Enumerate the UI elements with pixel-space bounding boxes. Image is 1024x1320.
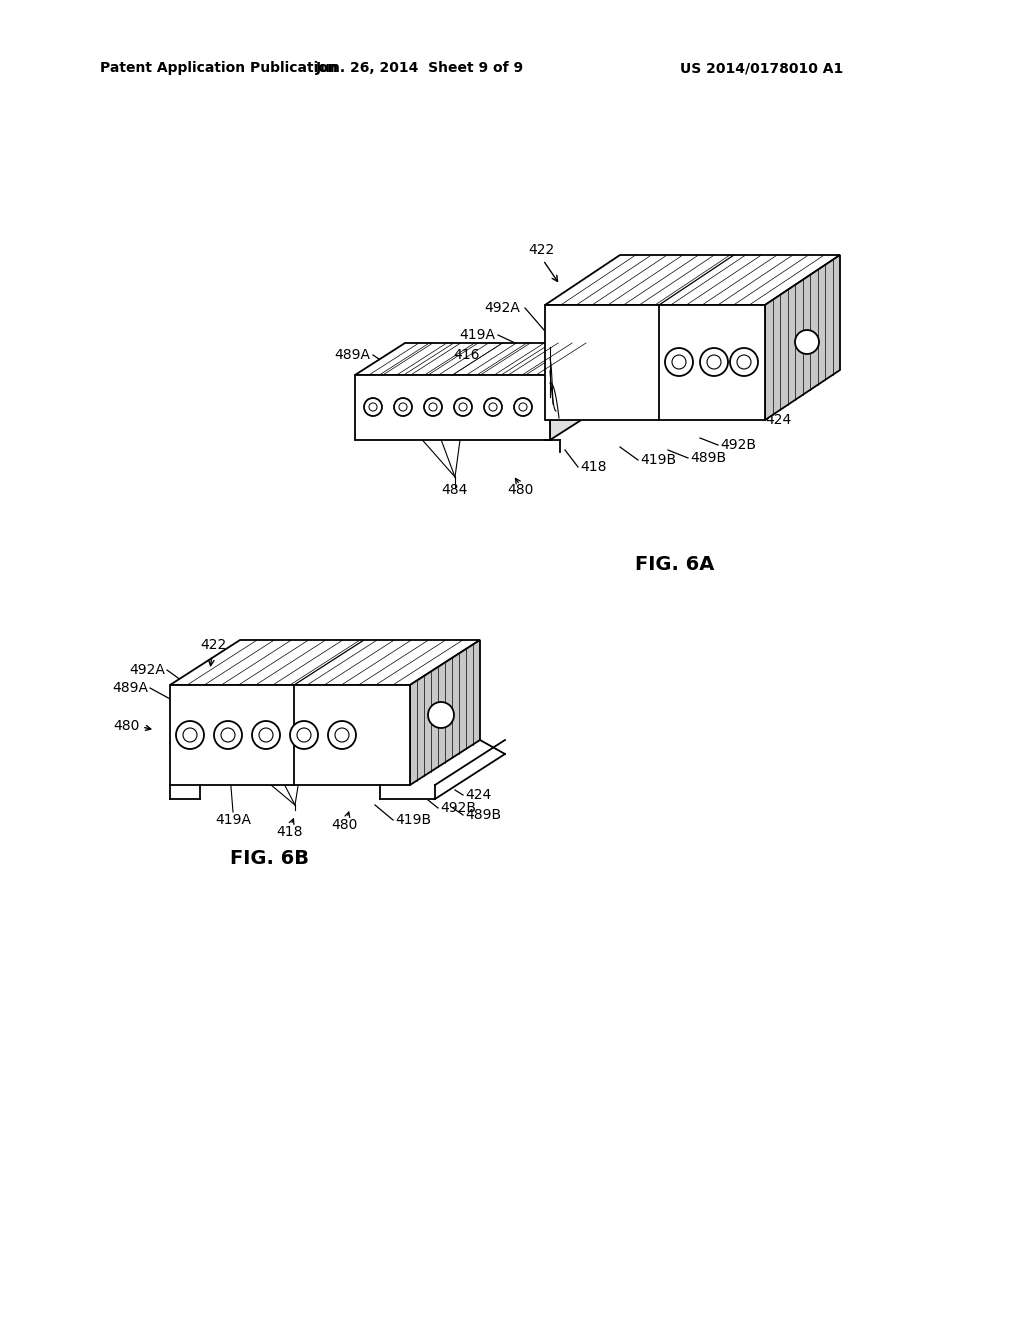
Text: 490: 490 — [660, 261, 686, 275]
Text: FIG. 6A: FIG. 6A — [635, 556, 715, 574]
Circle shape — [214, 721, 242, 748]
Text: 492B: 492B — [720, 438, 756, 451]
Circle shape — [795, 330, 819, 354]
Text: 489B: 489B — [465, 808, 501, 822]
Polygon shape — [550, 343, 600, 440]
Circle shape — [364, 399, 382, 416]
Circle shape — [394, 399, 412, 416]
Text: 418: 418 — [580, 459, 606, 474]
Circle shape — [424, 399, 442, 416]
Polygon shape — [765, 255, 840, 420]
Text: 484: 484 — [441, 483, 468, 498]
Text: 422: 422 — [200, 638, 226, 652]
Text: 424: 424 — [465, 788, 492, 803]
Circle shape — [665, 348, 693, 376]
Text: 489A: 489A — [112, 681, 148, 696]
Text: 480: 480 — [114, 719, 140, 733]
Polygon shape — [545, 305, 765, 420]
Circle shape — [290, 721, 318, 748]
Circle shape — [730, 348, 758, 376]
Text: Jun. 26, 2014  Sheet 9 of 9: Jun. 26, 2014 Sheet 9 of 9 — [316, 61, 524, 75]
Text: 422: 422 — [528, 243, 554, 257]
Text: FIG. 6B: FIG. 6B — [230, 849, 309, 867]
Text: Patent Application Publication: Patent Application Publication — [100, 61, 338, 75]
Text: 489A: 489A — [334, 348, 370, 362]
Text: 419A: 419A — [459, 327, 495, 342]
Polygon shape — [355, 343, 600, 375]
Circle shape — [514, 399, 532, 416]
Circle shape — [252, 721, 280, 748]
Text: 419B: 419B — [640, 453, 676, 467]
Polygon shape — [170, 685, 410, 785]
Circle shape — [700, 348, 728, 376]
Text: 492A: 492A — [484, 301, 520, 315]
Text: 480: 480 — [332, 818, 358, 832]
Text: 416: 416 — [454, 348, 480, 362]
Circle shape — [176, 721, 204, 748]
Text: 419B: 419B — [395, 813, 431, 828]
Text: 492B: 492B — [440, 801, 476, 814]
Text: US 2014/0178010 A1: US 2014/0178010 A1 — [680, 61, 843, 75]
Circle shape — [328, 721, 356, 748]
Polygon shape — [355, 375, 550, 440]
Text: 492A: 492A — [129, 663, 165, 677]
Circle shape — [428, 702, 454, 729]
Text: 489B: 489B — [690, 451, 726, 465]
Circle shape — [454, 399, 472, 416]
Text: 418: 418 — [276, 825, 303, 840]
Text: 490: 490 — [319, 642, 346, 655]
Text: 424: 424 — [765, 413, 792, 426]
Polygon shape — [170, 640, 480, 685]
Polygon shape — [410, 640, 480, 785]
Text: 419A: 419A — [215, 813, 251, 828]
Circle shape — [484, 399, 502, 416]
Polygon shape — [545, 255, 840, 305]
Text: 480: 480 — [507, 483, 534, 498]
